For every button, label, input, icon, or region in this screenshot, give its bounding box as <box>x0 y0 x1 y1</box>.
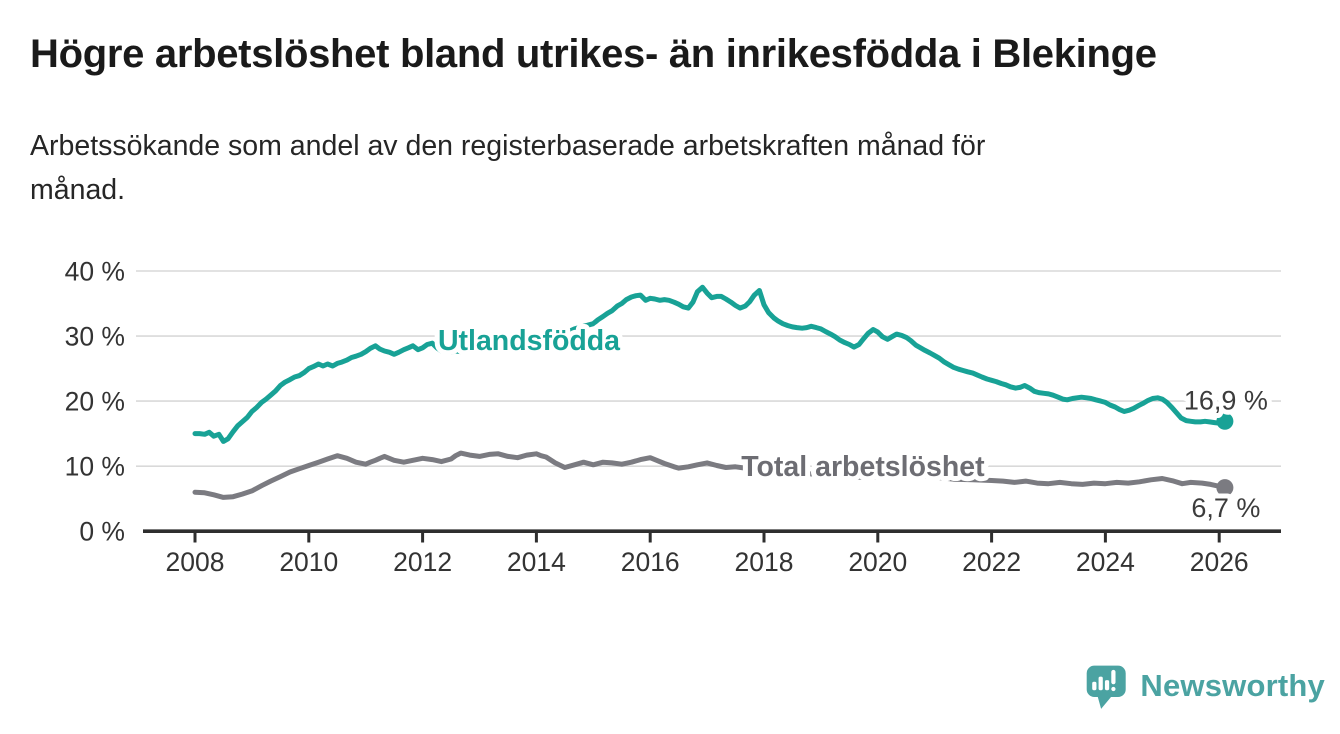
x-axis-label-2018: 2018 <box>735 547 794 577</box>
x-axis-label-2010: 2010 <box>279 547 338 577</box>
y-axis-label-30: 30 % <box>65 322 125 352</box>
brand-footer: Newsworthy <box>1085 656 1325 716</box>
x-axis-label-2020: 2020 <box>848 547 907 577</box>
series-label-utlandsfodda: Utlandsfödda <box>438 325 621 357</box>
x-axis-label-2012: 2012 <box>393 547 452 577</box>
y-axis-label-0: 0 % <box>79 517 125 547</box>
series-end-value-total-arbetsloshet: 6,7 % <box>1191 493 1260 523</box>
y-axis-label-10: 10 % <box>65 452 125 482</box>
series-end-value-utlandsfodda: 16,9 % <box>1184 385 1268 415</box>
x-axis-label-2016: 2016 <box>621 547 680 577</box>
x-axis-label-2014: 2014 <box>507 547 566 577</box>
series-line-total-arbetsloshet <box>192 450 1228 500</box>
x-axis-label-2024: 2024 <box>1076 547 1135 577</box>
logo-bubble-tail <box>1096 693 1114 709</box>
page-subtitle-line-1: Arbetssökande som andel av den registerb… <box>30 130 986 162</box>
x-axis-label-2022: 2022 <box>962 547 1021 577</box>
y-axis-label-40: 40 % <box>65 257 125 287</box>
x-axis-label-2008: 2008 <box>166 547 225 577</box>
logo-bar-chart-glyph <box>1092 669 1116 692</box>
page-subtitle: Arbetssökande som andel av den registerb… <box>30 124 1250 212</box>
newsworthy-logo-icon <box>1086 665 1126 709</box>
y-axis-label-20: 20 % <box>65 387 125 417</box>
series-end-dot-total-arbetsloshet <box>1216 479 1234 497</box>
series-line-utlandsfodda <box>192 284 1228 444</box>
brand-name: Newsworthy <box>1140 668 1325 703</box>
page-subtitle-line-2: månad. <box>30 174 126 206</box>
series-label-total-arbetsloshet: Total arbetslöshet <box>741 451 985 483</box>
page-title: Högre arbetslöshet bland utrikes- än inr… <box>30 32 1157 76</box>
x-axis-label-2026: 2026 <box>1190 547 1249 577</box>
series-end-dot-utlandsfodda <box>1216 412 1234 430</box>
